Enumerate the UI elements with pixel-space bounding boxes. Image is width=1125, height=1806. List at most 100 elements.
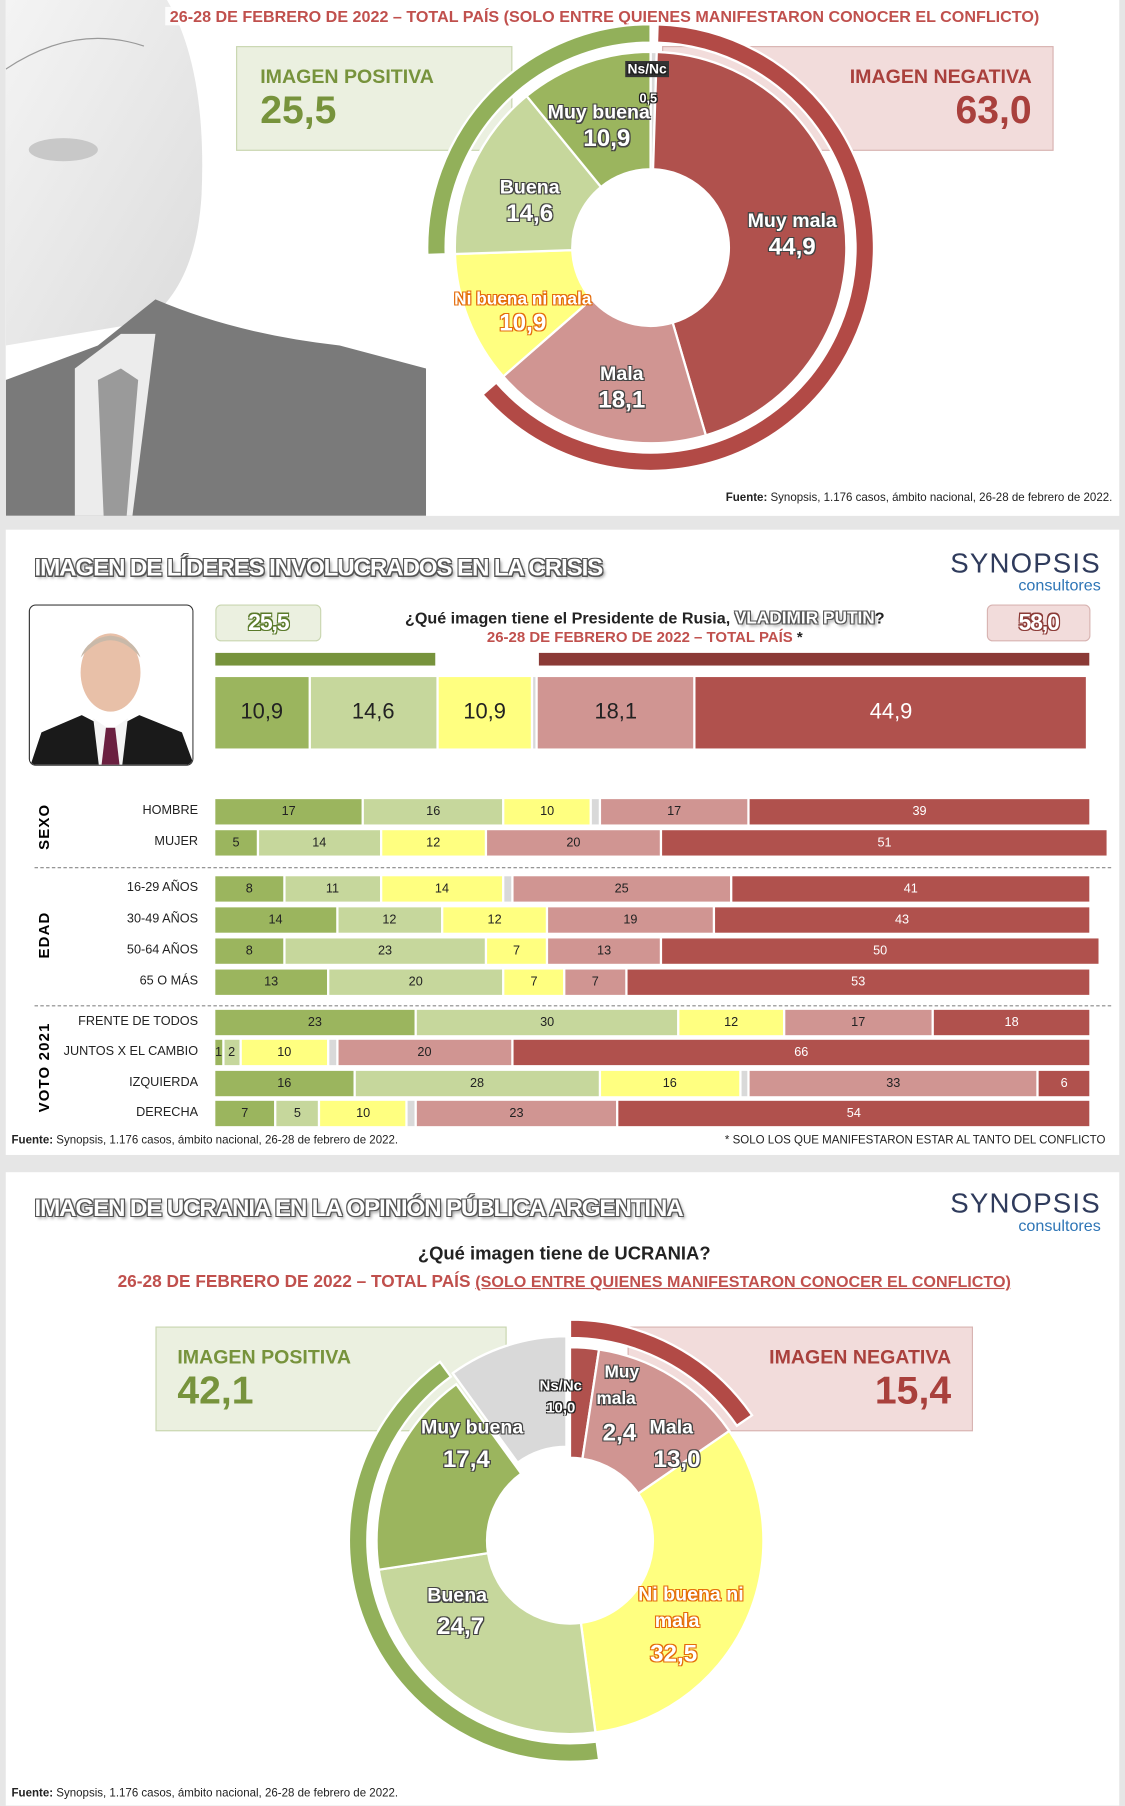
negative-summary-bar [538, 652, 1090, 666]
group-divider [34, 1005, 1112, 1007]
source-footer: Fuente: Synopsis, 1.176 casos, ámbito na… [726, 492, 1113, 505]
date-line: 26-28 DE FEBRERO DE 2022 – TOTAL PAÍS (S… [118, 1272, 1011, 1292]
bar-segment-mala: 19 [548, 907, 713, 933]
bar-segment-muy-buena: 7 [215, 1100, 275, 1127]
positive-outer-ring [426, 23, 652, 257]
bar-segment-buena: 16 [364, 799, 503, 825]
bar-segment-mala: 20 [337, 1039, 511, 1066]
group-divider [34, 867, 1112, 869]
bar-segment-nbnm: 10 [320, 1100, 406, 1127]
donut-value-muy-mala: 44,9 [768, 233, 816, 261]
overall-segment-buena: 14,6 [310, 677, 436, 749]
question-text: ¿Qué imagen tiene el Presidente de Rusia… [405, 608, 735, 627]
bar-segment-nbnm: 16 [600, 1070, 739, 1097]
footnote: * SOLO LOS QUE MANIFESTARON ESTAR AL TAN… [724, 1134, 1106, 1147]
bar-segment-muy-buena: 23 [215, 1009, 415, 1036]
bar-segment-nsnc [504, 876, 511, 902]
source-text: Synopsis, 1.176 casos, ámbito nacional, … [53, 1134, 399, 1147]
bar-segment-mala: 17 [784, 1009, 932, 1036]
bar-segment-nsnc [741, 1070, 748, 1097]
question-mark: ? [874, 608, 885, 627]
logo-sub: consultores [1018, 1215, 1101, 1235]
positive-total: 25,5 [248, 609, 289, 636]
panel-title: IMAGEN DE LÍDERES INVOLUCRADOS EN LA CRI… [34, 555, 604, 582]
source-footer: Fuente: Synopsis, 1.176 casos, ámbito na… [12, 1134, 399, 1147]
donut-label-nsnc: Ns/Nc [539, 1376, 582, 1394]
bar-segment-mala: 7 [565, 969, 625, 995]
bar-segment-mala: 20 [486, 830, 660, 856]
donut-value-mala: 13,0 [653, 1446, 701, 1473]
date-text: 26-28 DE FEBRERO DE 2022 – TOTAL PAÍS [486, 628, 793, 646]
bar-segment-muy-mala: 54 [618, 1100, 1090, 1127]
positive-label: IMAGEN POSITIVA [260, 65, 434, 88]
positive-value: 25,5 [260, 88, 337, 133]
date-line: 26-28 DE FEBRERO DE 2022 – TOTAL PAÍS * [487, 628, 803, 645]
bar-segment-nbnm: 12 [381, 830, 485, 856]
donut-value-nbnm: 32,5 [650, 1640, 698, 1668]
negative-value: 63,0 [955, 88, 1032, 133]
donut-value-nsnc: 0,5 [639, 92, 658, 106]
bar-segment-muy-mala: 6 [1039, 1070, 1090, 1097]
source-label: Fuente: [725, 491, 768, 505]
row-label: DERECHA [136, 1105, 199, 1120]
bar-segment-buena: 30 [416, 1009, 678, 1036]
donut-label-nbnm-a: Ni buena ni [638, 1583, 744, 1606]
bar-segment-muy-buena: 16 [215, 1070, 354, 1097]
negative-outer-ring [568, 1318, 754, 1428]
ukraine-donut-panel: IMAGEN DE UCRANIA EN LA OPINIÓN PÚBLICA … [5, 1172, 1120, 1806]
negative-total: 58,0 [1018, 609, 1060, 636]
row-label: JUNTOS X EL CAMBIO [63, 1044, 199, 1059]
donut-label-buena: Buena [427, 1584, 488, 1607]
bar-segment-muy-mala: 39 [749, 799, 1090, 825]
bar-segment-nbnm: 7 [504, 969, 564, 995]
question: ¿Qué imagen tiene el Presidente de Rusia… [405, 609, 885, 629]
bar-segment-buena: 14 [259, 830, 380, 856]
bar-segment-muy-mala: 53 [627, 969, 1090, 995]
synopsis-logo: SYNOPSIS consultores [950, 1188, 1101, 1234]
group-label: VOTO 2021 [35, 1022, 53, 1113]
bar-segment-muy-mala: 41 [732, 876, 1090, 902]
bar-segment-muy-mala: 50 [662, 938, 1099, 964]
bar-segment-nsnc [329, 1039, 336, 1066]
bar-segment-muy-buena: 1 [215, 1039, 222, 1066]
donut-slice-muy-buena [375, 1382, 523, 1572]
positive-image-box: IMAGEN POSITIVA 25,5 [236, 46, 513, 151]
donut-label-nbnm-b: mala [654, 1609, 700, 1632]
donut-slice-muy-buena [525, 50, 652, 189]
source-text: Synopsis, 1.176 casos, ámbito nacional, … [767, 491, 1113, 505]
donut-label-nsnc: Ns/Nc [625, 61, 670, 78]
positive-outer-ring [347, 1360, 601, 1763]
source-text: Synopsis, 1.176 casos, ámbito nacional, … [53, 1787, 399, 1800]
bar-segment-muy-buena: 8 [215, 876, 284, 902]
positive-value: 42,1 [177, 1369, 254, 1413]
bar-segment-muy-buena: 8 [215, 938, 284, 964]
row-label: 16-29 AÑOS [126, 880, 199, 895]
donut-label-nbnm: Ni buena ni mala [454, 289, 592, 310]
overall-segment-muy-buena: 10,9 [215, 677, 309, 749]
negative-outer-ring [480, 23, 876, 473]
bar-segment-muy-mala: 18 [933, 1009, 1090, 1036]
asterisk: * [792, 628, 803, 646]
negative-label: IMAGEN NEGATIVA [769, 1346, 952, 1368]
putin-bars-panel: IMAGEN DE LÍDERES INVOLUCRADOS EN LA CRI… [5, 529, 1120, 1155]
donut-value-nbnm: 10,9 [499, 309, 547, 337]
bar-segment-mala: 23 [416, 1100, 617, 1127]
bar-segment-nbnm: 12 [443, 907, 546, 933]
donut-label-muy-buena: Muy buena [547, 101, 650, 124]
source-footer: Fuente: Synopsis, 1.176 casos, ámbito na… [12, 1787, 399, 1800]
donut-value-buena: 14,6 [506, 200, 554, 227]
bar-segment-muy-buena: 17 [215, 799, 362, 825]
row-label: MUJER [154, 834, 199, 849]
bar-segment-mala: 13 [548, 938, 660, 964]
negative-total-box: 58,0 [986, 604, 1091, 642]
logo-sub: consultores [1018, 575, 1101, 595]
header-cut-text: 26-28 DE FEBRERO DE 2022 – TOTAL PAÍS (S… [165, 6, 1044, 26]
bar-segment-buena: 2 [224, 1039, 240, 1066]
source-label: Fuente: [11, 1787, 54, 1800]
bar-segment-muy-mala: 66 [513, 1039, 1090, 1066]
bar-segment-buena: 5 [276, 1100, 319, 1127]
row-label: IZQUIERDA [129, 1075, 199, 1090]
bar-segment-buena: 11 [285, 876, 380, 902]
donut-slice-muy-mala [651, 50, 848, 437]
